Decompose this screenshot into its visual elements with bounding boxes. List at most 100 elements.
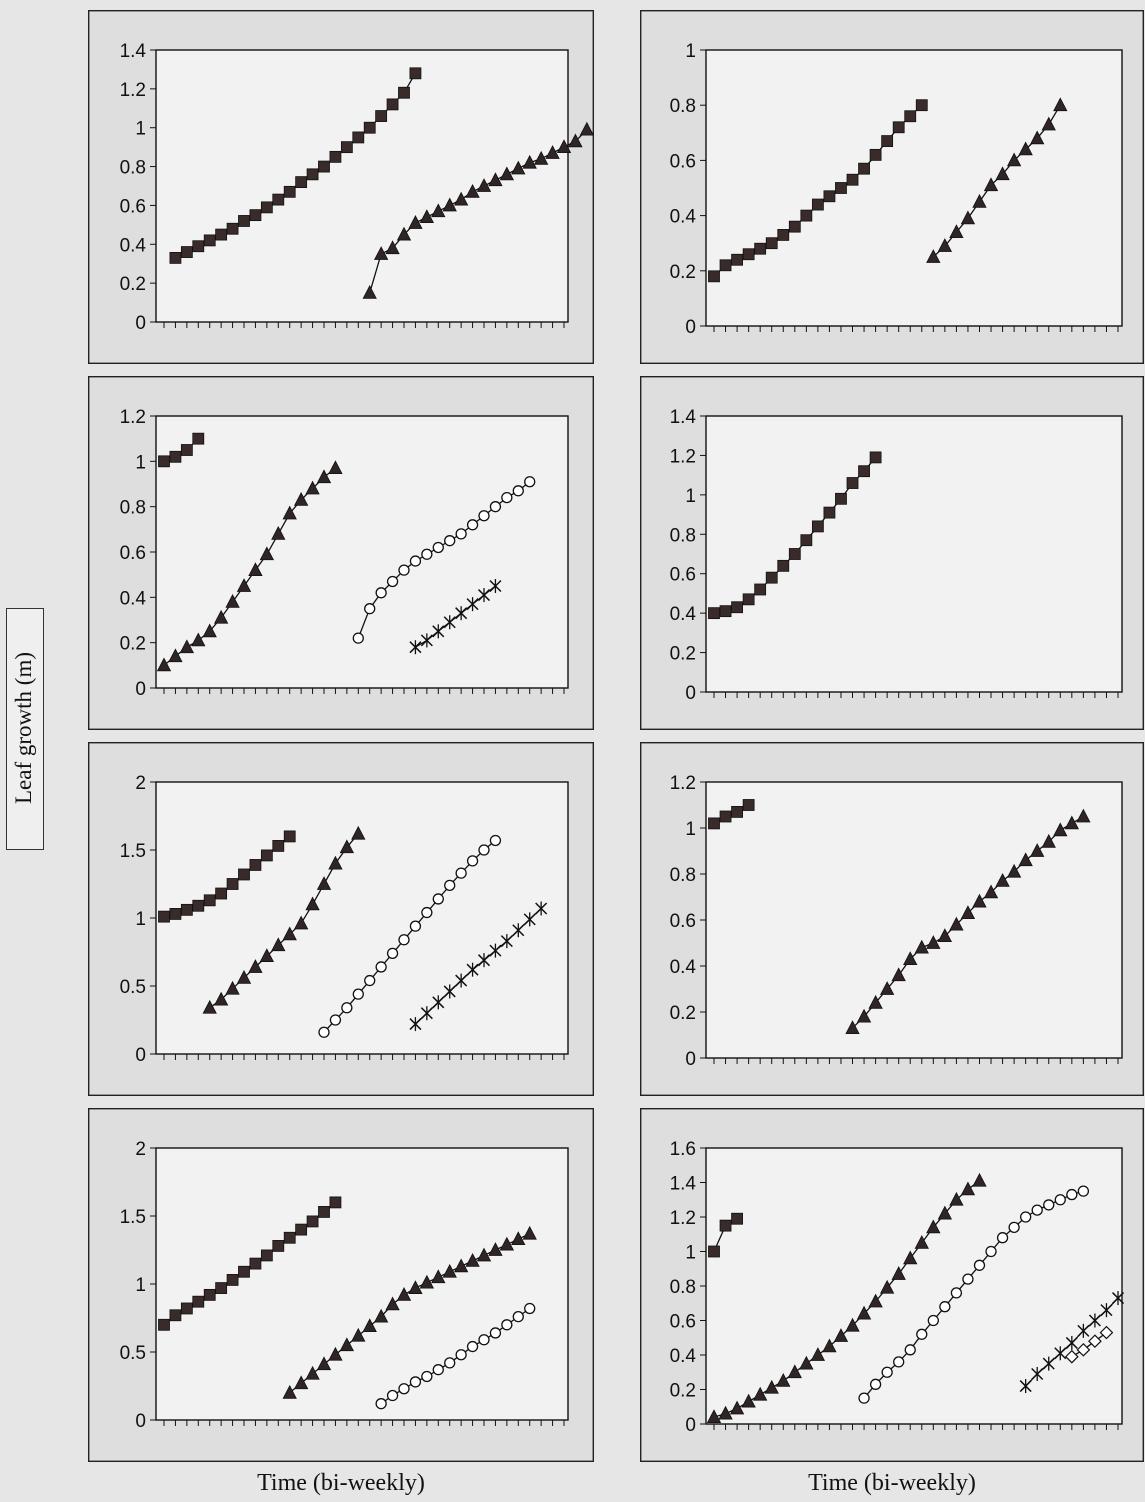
series-1-point-15	[879, 1279, 895, 1294]
chart-svg-1: 0 0.2 0.4 0.6 0.8 1	[640, 10, 1144, 364]
series-0-point-17	[904, 110, 917, 123]
series-3-point-1	[420, 1006, 433, 1021]
series-3-point-0	[409, 640, 422, 655]
series-1-point-4	[753, 1386, 768, 1401]
series-2-point-5	[375, 961, 387, 973]
y-tick-label: 2	[135, 773, 146, 794]
y-tick-label: 1.5	[120, 841, 146, 862]
series-0-point-1	[169, 908, 182, 920]
series-0-point-3	[192, 899, 205, 912]
series-0-point-3	[742, 799, 755, 811]
series-1-point-0	[845, 1020, 860, 1035]
series-3-point-6	[1088, 1313, 1101, 1328]
y-axis-label: Leaf growth (m)	[6, 608, 42, 848]
series-1-point-11	[833, 1328, 849, 1342]
y-tick-label: 0	[685, 317, 696, 338]
series-3-point-2	[432, 624, 445, 639]
series-1-point-14	[1006, 863, 1022, 878]
series-1-point-15	[453, 1258, 469, 1273]
series-2-point-5	[432, 1364, 444, 1376]
y-tick-label: 0.8	[670, 1277, 696, 1298]
y-tick-label: 1	[135, 1275, 146, 1296]
series-2-point-16	[1043, 1199, 1055, 1211]
series-1-point-3	[960, 210, 976, 225]
series-1-point-5	[903, 951, 918, 966]
y-tick-label: 0.6	[670, 1312, 696, 1333]
series-1-point-9	[1030, 130, 1045, 145]
series-1-point-2	[179, 639, 195, 654]
series-1-point-15	[328, 460, 343, 475]
series-0-point-10	[272, 840, 285, 852]
series-4-point-2	[1088, 1334, 1102, 1349]
y-tick-label: 1	[685, 41, 696, 62]
series-0-point-3	[742, 248, 755, 261]
series-1-point-5	[419, 209, 435, 223]
series-2-point-3	[409, 1376, 422, 1388]
chart-panel-row3-left: 0 0.5 1 1.5 2	[88, 742, 594, 1096]
series-2-point-6	[386, 947, 399, 960]
chart-panel-row4-right: 0 0.2 0.4 0.6 0.8 1 1.2 1.4 1.6	[640, 1108, 1144, 1462]
x-axis-label-right: Time (bi-weekly)	[808, 1470, 976, 1496]
y-tick-label: 0.8	[120, 498, 146, 519]
y-tick-label: 0.8	[120, 158, 146, 179]
series-0-point-13	[306, 1215, 319, 1228]
chart-svg-2: 0 0.2 0.4 0.6 0.8 1 1.2	[88, 376, 594, 730]
y-tick-label: 0.6	[670, 151, 696, 172]
series-0-point-20	[398, 86, 410, 99]
series-0-point-1	[180, 246, 193, 258]
y-tick-label: 0.4	[670, 1346, 697, 1367]
series-1-point-13	[511, 160, 526, 175]
y-tick-label: 1	[135, 909, 146, 930]
series-1-point-6	[431, 203, 446, 218]
series-1-point-6	[271, 937, 286, 952]
chart-svg-6: 0 0.5 1 1.5 2	[88, 1108, 594, 1462]
series-2-point-7	[455, 1349, 467, 1361]
series-1-point-0	[926, 249, 941, 263]
y-tick-label: 0.6	[670, 911, 696, 932]
series-0-point-9	[260, 1249, 273, 1262]
series-1-point-20	[511, 1231, 526, 1246]
series-0-point-0	[169, 251, 182, 264]
series-0-point-13	[318, 160, 330, 173]
series-2-point-18	[1066, 1188, 1078, 1201]
series-2-point-8	[466, 1340, 479, 1353]
series-1-point-13	[856, 1305, 872, 1320]
series-0-point-8	[800, 209, 813, 222]
series-4-point-1	[1076, 1342, 1091, 1357]
series-2-point-4	[421, 1370, 433, 1383]
series-0-point-8	[249, 1257, 262, 1270]
series-4-line	[1071, 1332, 1107, 1358]
series-2-point-6	[421, 548, 433, 560]
series-1-point-6	[914, 939, 929, 954]
series-2-point-2	[398, 1383, 410, 1395]
series-1-point-17	[903, 1250, 918, 1265]
series-1-point-16	[891, 1266, 906, 1280]
series-0-point-15	[340, 141, 353, 154]
series-2-line	[357, 481, 531, 639]
y-tick-label: 0.2	[670, 644, 696, 665]
y-tick-label: 0.4	[670, 957, 697, 978]
chart-svg-0: 0 0.2 0.4 0.6 0.8 1 1.2 1.4	[88, 10, 594, 364]
series-0-point-14	[318, 1206, 330, 1218]
series-2-point-12	[489, 501, 502, 513]
series-0-point-2	[180, 444, 193, 456]
series-3-point-7	[1100, 1303, 1113, 1318]
series-2-point-12	[455, 867, 467, 879]
series-1-point-12	[293, 491, 309, 506]
series-2-point-1	[364, 603, 376, 615]
series-2-point-1	[386, 1389, 399, 1402]
series-1-point-14	[868, 1293, 883, 1308]
series-2-point-12	[996, 1232, 1009, 1244]
series-0-point-8	[249, 859, 262, 871]
y-tick-label: 0.8	[670, 525, 696, 546]
series-3-point-9	[512, 923, 525, 938]
series-3-point-2	[1042, 1356, 1055, 1371]
y-tick-label: 0.4	[670, 207, 697, 228]
chart-svg-5: 0 0.2 0.4 0.6 0.8 1 1.2	[640, 742, 1144, 1096]
series-3-point-7	[489, 943, 502, 958]
series-1-point-2	[868, 994, 883, 1009]
series-1-point-10	[1041, 116, 1056, 131]
series-2-line	[323, 840, 496, 1033]
series-3-point-8	[500, 934, 513, 949]
series-0-point-15	[881, 135, 894, 147]
